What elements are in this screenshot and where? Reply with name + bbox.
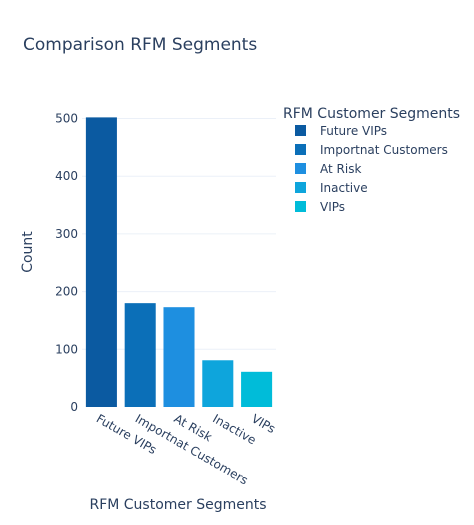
legend-swatch bbox=[295, 201, 306, 212]
x-tick-label: Inactive bbox=[210, 411, 258, 447]
legend-label: At Risk bbox=[320, 162, 361, 176]
legend-swatch bbox=[295, 125, 306, 136]
legend-items: Future VIPs Importnat Customers At Risk Ina… bbox=[295, 124, 448, 214]
bar-vips bbox=[241, 371, 273, 407]
legend: RFM Customer Segments Future VIPs Importn… bbox=[283, 106, 460, 214]
legend-label: Importnat Customers bbox=[320, 143, 448, 157]
legend-label: VIPs bbox=[320, 200, 345, 214]
y-tick-label: 500 bbox=[55, 112, 78, 126]
legend-title: RFM Customer Segments bbox=[283, 106, 460, 122]
y-tick-label: 200 bbox=[55, 285, 78, 299]
y-axis-title: Count bbox=[20, 231, 36, 273]
legend-label: Inactive bbox=[320, 181, 368, 195]
y-tick-label: 300 bbox=[55, 227, 78, 241]
legend-swatch bbox=[295, 144, 306, 155]
bars bbox=[85, 117, 273, 407]
chart-title: Comparison RFM Segments bbox=[23, 35, 257, 55]
bar-inactive bbox=[202, 360, 234, 407]
legend-swatch bbox=[295, 182, 306, 193]
legend-swatch bbox=[295, 163, 306, 174]
y-tick-label: 100 bbox=[55, 342, 78, 356]
x-axis-title: RFM Customer Segments bbox=[89, 497, 266, 513]
bar-importnat-customers bbox=[124, 303, 156, 407]
y-tick-label: 400 bbox=[55, 169, 78, 183]
bar-at-risk bbox=[163, 307, 195, 407]
y-tick-label: 0 bbox=[70, 400, 78, 414]
bar-future-vips bbox=[85, 117, 117, 407]
y-axis-ticks: 0 100 200 300 400 500 bbox=[55, 112, 78, 414]
legend-label: Future VIPs bbox=[320, 124, 387, 138]
